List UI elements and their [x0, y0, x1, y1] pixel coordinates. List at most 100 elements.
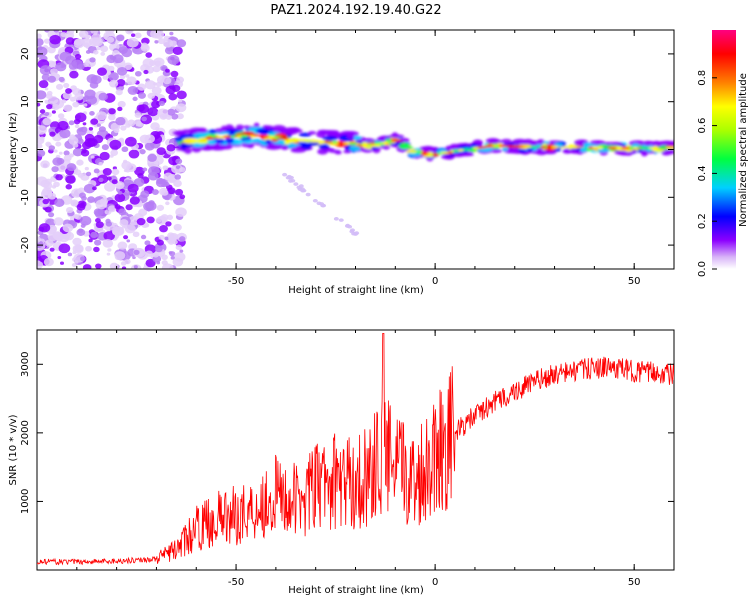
noise-blob — [62, 223, 74, 233]
streak-blob — [288, 175, 294, 180]
noise-blob — [89, 57, 96, 63]
noise-blob — [144, 142, 155, 151]
noise-blob — [170, 256, 175, 260]
noise-blob — [88, 126, 94, 131]
noise-blob — [52, 104, 60, 111]
snr-y-axis-label: SNR (10 * v/v) — [8, 414, 19, 485]
noise-blob — [106, 252, 111, 256]
noise-blob — [125, 30, 134, 35]
noise-blob — [130, 33, 136, 37]
noise-blob — [112, 222, 118, 228]
spectrogram-ytick-label: 0 — [20, 146, 31, 152]
noise-blob — [132, 256, 136, 260]
noise-blob — [93, 246, 100, 253]
streak-blob — [290, 178, 296, 183]
noise-blob — [179, 194, 186, 200]
noise-blob — [124, 224, 136, 234]
noise-blob — [160, 178, 168, 185]
noise-blob — [156, 204, 165, 211]
noise-blob — [138, 92, 146, 99]
noise-blob — [116, 34, 125, 42]
ridge-blob — [608, 141, 624, 146]
ridge-core — [400, 143, 406, 146]
spectrogram-ridge — [172, 122, 674, 162]
noise-blob — [155, 81, 162, 87]
ridge-core — [402, 146, 414, 149]
noise-blob — [76, 203, 86, 211]
noise-blob — [74, 53, 82, 60]
ridge-blob — [363, 138, 374, 142]
ridge-blob — [570, 149, 577, 154]
noise-blob — [119, 74, 126, 80]
noise-blob — [112, 230, 119, 236]
noise-blob — [79, 215, 92, 226]
spectrogram-ytick-label: 10 — [20, 95, 31, 108]
spectrogram-xtick-label: -50 — [228, 276, 244, 287]
noise-blob — [37, 46, 48, 57]
ridge-blob — [179, 142, 194, 148]
noise-blob — [107, 65, 115, 72]
noise-blob — [53, 30, 60, 33]
noise-blob — [115, 181, 125, 190]
noise-blob — [37, 102, 41, 107]
ridge-blob — [318, 143, 330, 150]
noise-blob — [102, 75, 109, 80]
noise-blob — [102, 167, 112, 176]
noise-blob — [95, 199, 108, 210]
noise-blob — [37, 137, 45, 145]
ridge-core — [462, 148, 471, 151]
noise-blob — [73, 118, 81, 125]
colorbar-label: Normalized spectral amplitude — [738, 73, 749, 227]
noise-blob — [55, 141, 62, 147]
noise-blob — [179, 249, 184, 253]
ridge-blob — [449, 145, 460, 151]
noise-blob — [37, 240, 44, 248]
streak-blob — [300, 188, 306, 193]
noise-blob — [60, 261, 64, 265]
noise-blob — [175, 207, 187, 217]
chart-title: PAZ1.2024.192.19.40.G22 — [270, 3, 441, 18]
noise-blob — [72, 142, 79, 148]
noise-blob — [96, 67, 108, 76]
noise-blob — [70, 199, 79, 207]
noise-blob — [90, 75, 102, 85]
noise-blob — [170, 70, 179, 78]
ridge-core — [550, 145, 560, 149]
noise-blob — [117, 241, 128, 250]
noise-blob — [117, 106, 123, 112]
noise-blob — [86, 95, 98, 105]
ridge-core — [427, 152, 434, 155]
noise-blob — [154, 40, 159, 44]
noise-blob — [166, 144, 176, 152]
noise-blob — [66, 163, 77, 172]
noise-blob — [88, 238, 93, 243]
noise-blob — [72, 237, 82, 246]
noise-blob — [43, 257, 54, 267]
noise-blob — [119, 219, 129, 227]
ridge-core — [632, 146, 638, 150]
noise-blob — [111, 168, 120, 176]
noise-blob — [143, 201, 155, 211]
noise-blob — [150, 166, 155, 170]
noise-blob — [72, 251, 77, 255]
noise-blob — [90, 155, 95, 159]
ridge-core — [383, 141, 389, 144]
noise-blob — [151, 189, 159, 196]
noise-blob — [37, 260, 44, 269]
streak-blob — [351, 231, 357, 236]
noise-blob — [175, 158, 183, 165]
noise-blob — [156, 147, 166, 156]
spectrogram-ytick-label: 20 — [20, 48, 31, 61]
noise-blob — [102, 238, 114, 248]
noise-blob — [127, 183, 139, 193]
noise-blob — [71, 59, 84, 70]
noise-blob — [37, 125, 47, 135]
noise-blob — [116, 66, 128, 76]
ridge-blob — [235, 124, 244, 130]
noise-blob — [93, 50, 99, 55]
noise-blob — [47, 75, 56, 83]
ridge-blob — [285, 128, 298, 135]
noise-blob — [115, 89, 123, 96]
noise-blob — [153, 57, 165, 67]
ridge-blob — [195, 139, 210, 144]
